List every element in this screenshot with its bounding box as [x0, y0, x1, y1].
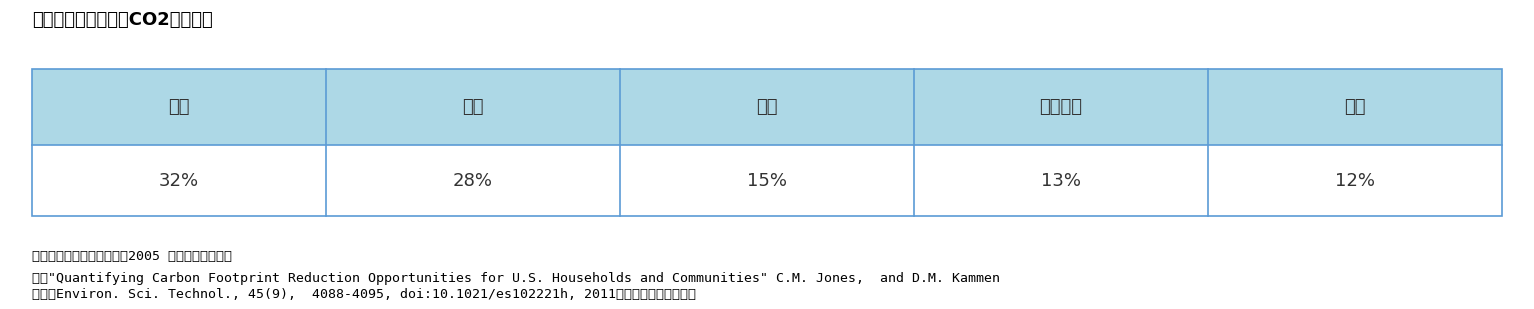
Text: 15%: 15%: [747, 171, 787, 189]
Text: 28%: 28%: [453, 171, 492, 189]
Bar: [32, 69, 1502, 145]
Text: ＊　エネルギー分を含む。2005 年のデータより。: ＊ エネルギー分を含む。2005 年のデータより。: [32, 250, 232, 263]
Text: 住居: 住居: [462, 98, 483, 116]
Text: 輸送: 輸送: [169, 98, 190, 116]
Text: ※　"Quantifying Carbon Footprint Reduction Opportunities for U.S. Households and : ※ "Quantifying Carbon Footprint Reductio…: [32, 272, 1000, 285]
Text: 12%: 12%: [1335, 171, 1374, 189]
Text: サービス: サービス: [1040, 98, 1083, 116]
Text: 図表４．アメリカのCO2排出占率: 図表４．アメリカのCO2排出占率: [32, 11, 213, 28]
Bar: [32, 69, 1502, 216]
Text: 食料: 食料: [756, 98, 778, 116]
Text: 13%: 13%: [1042, 171, 1081, 189]
Text: モノ: モノ: [1344, 98, 1365, 116]
Text: （Environ. Sci. Technol., 45(9),  4088-4095, doi:10.1021/es102221h, 2011）をもとに、筆者作: （Environ. Sci. Technol., 45(9), 4088-409…: [32, 289, 696, 302]
Text: 32%: 32%: [160, 171, 199, 189]
